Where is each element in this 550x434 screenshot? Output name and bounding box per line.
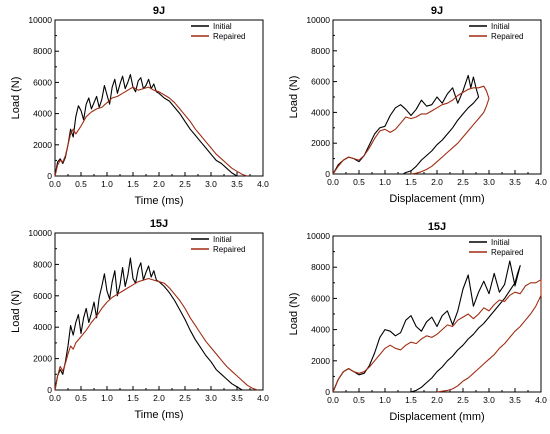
y-tick-label: 10000 <box>28 228 52 238</box>
legend-label-initial: Initial <box>213 22 232 31</box>
y-tick-label: 2000 <box>311 138 330 148</box>
x-tick-label: 1.5 <box>405 395 417 405</box>
y-tick-label: 10000 <box>28 15 52 25</box>
chart-panel-1: 9J 0.0 0.5 1.0 1.5 2.0 2.5 3.0 3.5 4.0 0 2000 4000 60… <box>10 5 269 207</box>
x-tick-label: 3.0 <box>205 179 217 189</box>
y-tick-label: 4000 <box>33 322 52 332</box>
x-tick-label: 3.0 <box>483 177 495 187</box>
legend-label-repaired: Repaired <box>213 32 245 41</box>
chart-panel-2: 9J 0.0 0.5 1.0 1.5 2.0 2.5 3.0 3.5 4.0 0 2000 4000 60… <box>288 5 547 205</box>
x-tick-label: 0.5 <box>353 177 365 187</box>
y-tick-label: 6000 <box>311 293 330 303</box>
y-tick-label: 10000 <box>306 15 330 25</box>
y-tick-label: 2000 <box>311 356 330 366</box>
x-tick-label: 0.0 <box>327 177 339 187</box>
y-axis-label: Load (N) <box>10 77 22 120</box>
x-tick-label: 0.5 <box>75 393 87 403</box>
chart-title: 9J <box>153 5 165 17</box>
x-tick-label: 2.0 <box>153 393 165 403</box>
x-axis-label: Displacement (mm) <box>389 411 484 423</box>
x-tick-label: 3.0 <box>205 393 217 403</box>
series-line-repaired <box>332 85 490 175</box>
x-tick-label: 2.5 <box>179 393 191 403</box>
y-tick-label: 6000 <box>33 77 52 87</box>
y-tick-label: 0 <box>47 385 52 395</box>
y-tick-label: 6000 <box>33 291 52 301</box>
legend-label-initial: Initial <box>491 238 510 247</box>
x-tick-label: 1.5 <box>127 179 139 189</box>
x-tick-label: 1.0 <box>379 177 391 187</box>
x-tick-label: 4.0 <box>535 177 547 187</box>
plot-frame <box>332 235 542 393</box>
y-axis-label: Load (N) <box>288 76 300 119</box>
x-tick-label: 1.0 <box>101 179 113 189</box>
x-tick-label: 1.0 <box>101 393 113 403</box>
x-tick-label: 2.0 <box>431 177 443 187</box>
y-tick-label: 10000 <box>306 231 330 241</box>
y-tick-label: 4000 <box>311 325 330 335</box>
x-tick-label: 0.0 <box>49 393 61 403</box>
y-tick-label: 8000 <box>311 262 330 272</box>
series-line-repaired <box>332 279 542 393</box>
x-tick-label: 3.5 <box>509 177 521 187</box>
series-line-repaired <box>54 86 248 177</box>
legend-label-repaired: Repaired <box>491 32 523 41</box>
x-tick-label: 0.0 <box>327 395 339 405</box>
series-line-repaired <box>54 277 258 391</box>
series-line-initial <box>54 257 248 391</box>
y-tick-label: 0 <box>325 169 330 179</box>
chart-panel-4: 15J 0.0 0.5 1.0 1.5 2.0 2.5 3.0 3.5 4.0 0 2000 4000 6… <box>288 221 547 423</box>
legend-label-initial: Initial <box>213 235 232 244</box>
y-tick-label: 6000 <box>311 77 330 87</box>
x-axis-label: Time (ms) <box>134 409 183 421</box>
x-tick-label: 4.0 <box>257 179 269 189</box>
legend-label-repaired: Repaired <box>213 245 245 254</box>
y-tick-label: 2000 <box>33 140 52 150</box>
x-tick-label: 1.0 <box>379 395 391 405</box>
y-axis-label: Load (N) <box>10 290 22 333</box>
chart-title: 9J <box>431 5 443 17</box>
x-tick-label: 0.0 <box>49 179 61 189</box>
y-tick-label: 0 <box>325 387 330 397</box>
x-tick-label: 2.5 <box>457 395 469 405</box>
y-tick-label: 0 <box>47 171 52 181</box>
x-tick-label: 4.0 <box>535 395 547 405</box>
y-tick-label: 8000 <box>33 259 52 269</box>
x-axis-label: Time (ms) <box>134 195 183 207</box>
y-axis-label: Load (N) <box>288 293 300 336</box>
legend-label-initial: Initial <box>491 22 510 31</box>
plot-frame <box>54 19 264 177</box>
x-tick-label: 1.5 <box>127 393 139 403</box>
y-tick-label: 8000 <box>311 46 330 56</box>
plot-frame <box>54 232 264 391</box>
chart-title: 15J <box>428 221 446 233</box>
legend-label-repaired: Repaired <box>491 248 523 257</box>
x-tick-label: 3.5 <box>231 393 243 403</box>
x-tick-label: 4.0 <box>257 393 269 403</box>
x-tick-label: 3.5 <box>231 179 243 189</box>
x-tick-label: 2.5 <box>179 179 191 189</box>
y-tick-label: 4000 <box>311 107 330 117</box>
y-tick-label: 8000 <box>33 46 52 56</box>
series-line-initial <box>332 74 480 175</box>
x-tick-label: 1.5 <box>405 177 417 187</box>
x-axis-label: Displacement (mm) <box>389 193 484 205</box>
chart-title: 15J <box>150 218 168 230</box>
x-tick-label: 3.5 <box>509 395 521 405</box>
x-tick-label: 2.0 <box>431 395 443 405</box>
chart-panel-3: 15J 0.0 0.5 1.0 1.5 2.0 2.5 3.0 3.5 4.0 0 2000 4000 6… <box>10 218 269 421</box>
series-line-initial <box>332 260 521 393</box>
y-tick-label: 2000 <box>33 354 52 364</box>
x-tick-label: 0.5 <box>353 395 365 405</box>
x-tick-label: 0.5 <box>75 179 87 189</box>
series-line-initial <box>54 74 238 177</box>
x-tick-label: 2.5 <box>457 177 469 187</box>
x-tick-label: 3.0 <box>483 395 495 405</box>
y-tick-label: 4000 <box>33 109 52 119</box>
x-tick-label: 2.0 <box>153 179 165 189</box>
